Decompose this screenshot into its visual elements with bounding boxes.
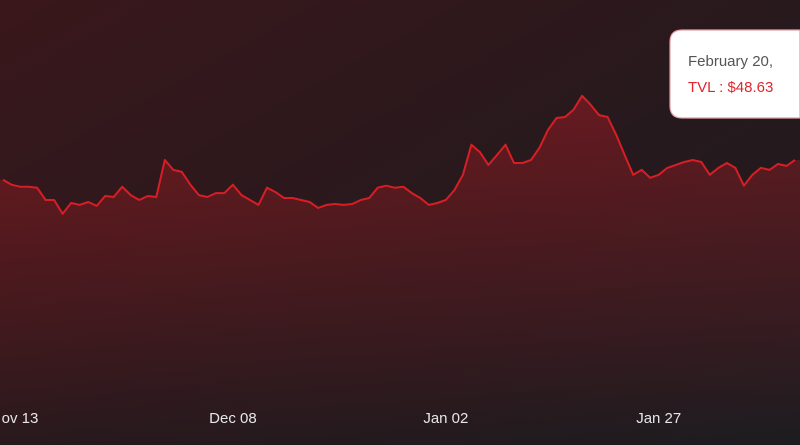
tooltip-box	[669, 29, 800, 119]
x-tick-label: ov 13	[2, 410, 39, 427]
tooltip: February 20, TVL : $48.63	[669, 29, 800, 119]
x-tick-label: Dec 08	[209, 410, 257, 427]
plot: ov 13 Dec 08 Jan 02 Jan 27	[0, 94, 800, 445]
area	[0, 95, 800, 445]
line	[2, 94, 796, 215]
tooltip-date: February 20,	[688, 53, 773, 70]
x-tick-label: Jan 02	[423, 410, 468, 427]
x-tick-label: Jan 27	[636, 410, 681, 427]
tooltip-value: TVL : $48.63	[688, 79, 773, 96]
